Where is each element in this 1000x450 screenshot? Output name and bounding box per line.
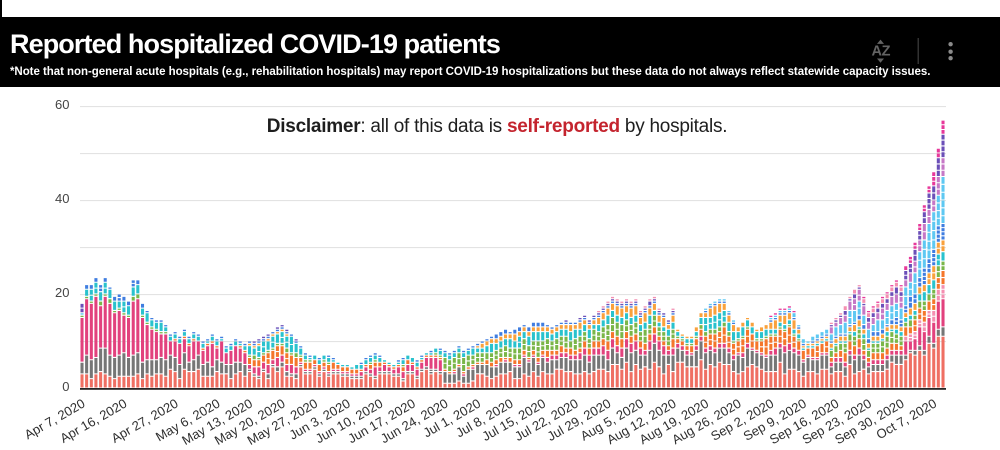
svg-text:0: 0: [62, 379, 69, 394]
svg-text:AZ: AZ: [872, 43, 891, 59]
svg-text:40: 40: [55, 191, 69, 206]
svg-text:20: 20: [55, 285, 69, 300]
svg-text:60: 60: [55, 97, 69, 112]
